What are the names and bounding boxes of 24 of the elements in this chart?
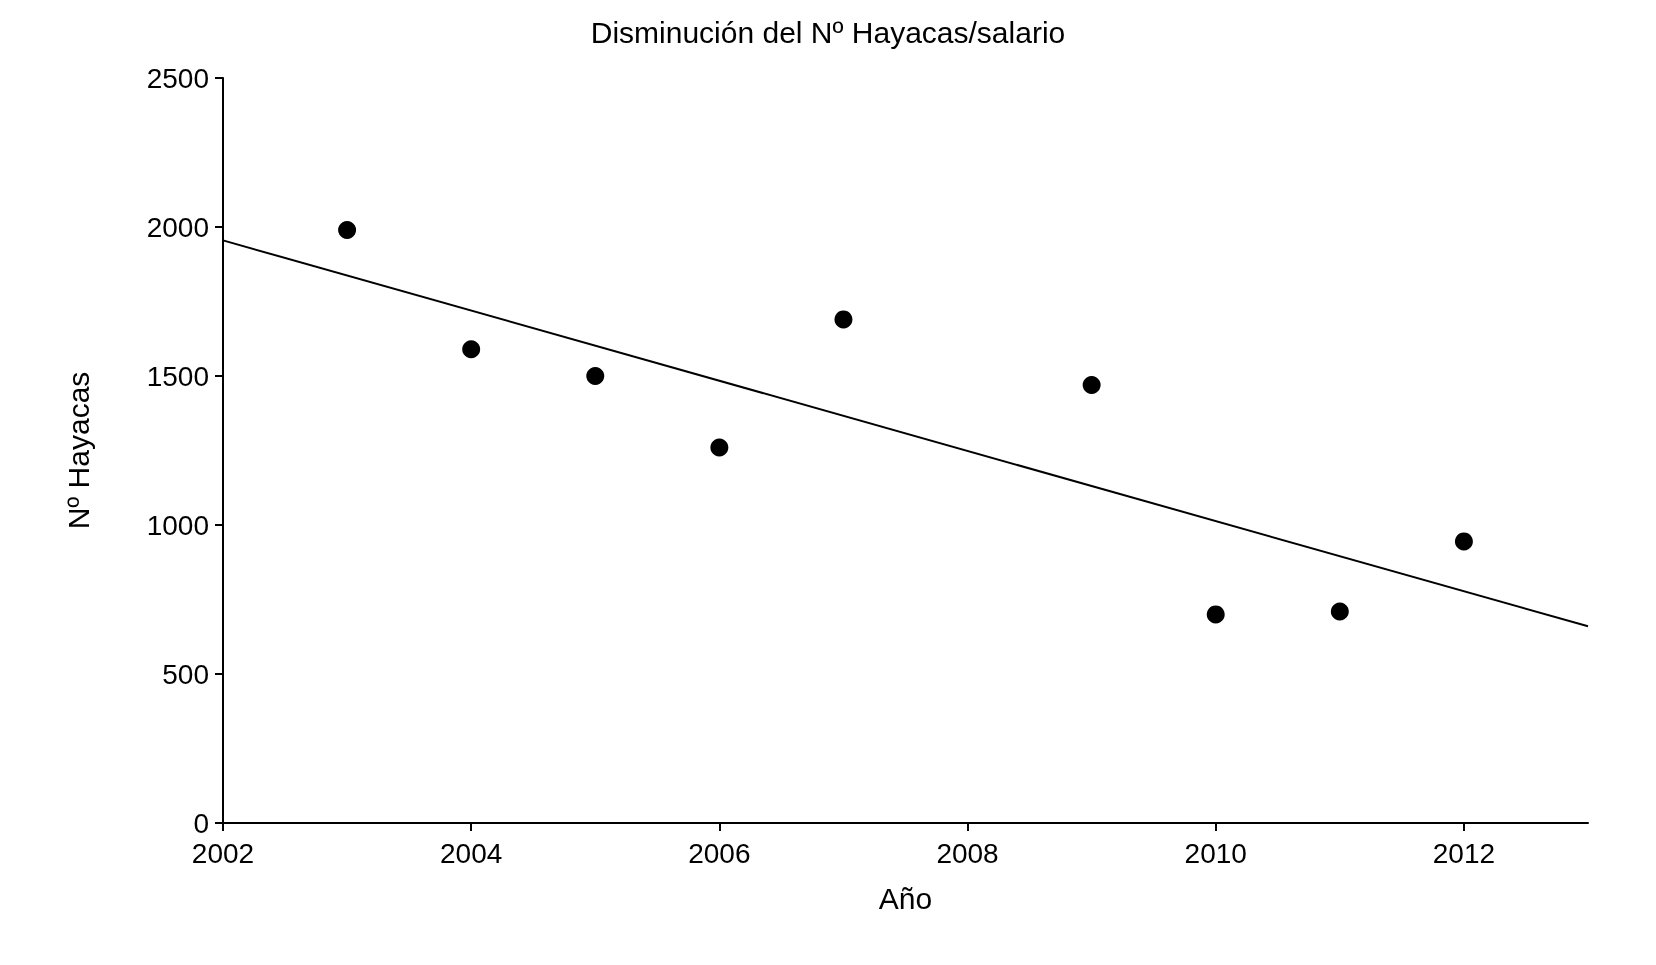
point xyxy=(1454,532,1473,551)
y-tick-label: 0 xyxy=(193,807,209,839)
y-tick-label: 2500 xyxy=(146,62,209,94)
point xyxy=(586,367,605,385)
y-tick-label: 2000 xyxy=(146,211,209,243)
x-tick-label: 2008 xyxy=(936,837,999,869)
x-tick-label: 2004 xyxy=(440,837,503,869)
point xyxy=(1330,602,1349,621)
x-tick-label: 2006 xyxy=(688,837,751,869)
y-tick-label: 1500 xyxy=(146,360,209,392)
x-tick-label: 2012 xyxy=(1432,837,1496,869)
x-tick-label: 2010 xyxy=(1184,837,1247,869)
point xyxy=(834,310,853,329)
x-tick-label: 2002 xyxy=(191,837,255,869)
y-tick-label: 1000 xyxy=(146,509,209,541)
point xyxy=(338,220,357,239)
x-axis-title: Año xyxy=(878,881,933,915)
y-tick-label: 500 xyxy=(162,658,209,690)
chart-title: Disminución del Nº Hayacas/salario xyxy=(590,15,1066,49)
point xyxy=(710,438,729,457)
point xyxy=(1206,605,1225,624)
point xyxy=(462,340,481,359)
y-axis-title: Nº Hayacas xyxy=(61,371,95,530)
point xyxy=(1082,375,1101,394)
